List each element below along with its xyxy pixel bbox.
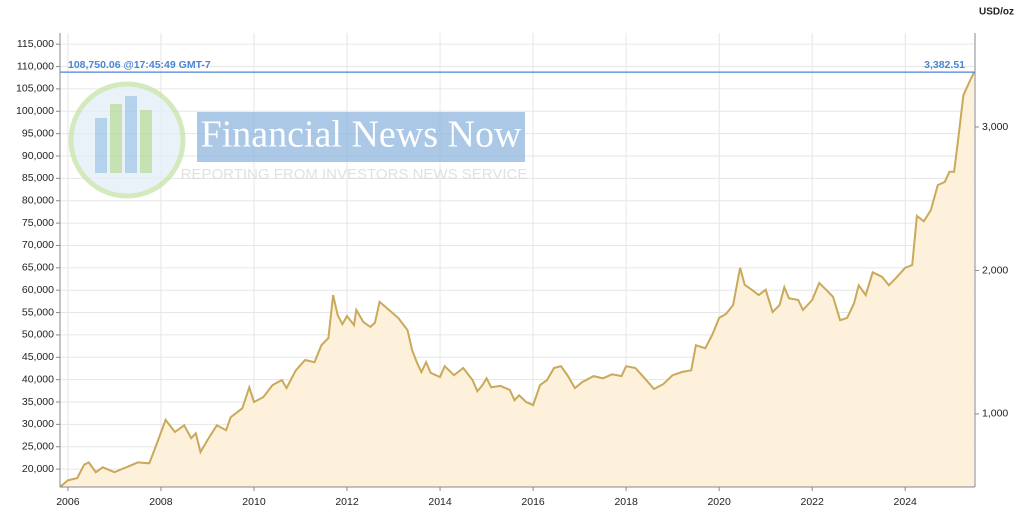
x-tick-label: 2016: [521, 496, 545, 508]
series: 108,750.06 @17:45:49 GMT-7 3,382.51: [59, 59, 976, 488]
axes: 20,000 25,000 30,000 35,000 40,000 45,000 50,0…: [16, 33, 1008, 508]
x-tick-label: 2008: [149, 496, 173, 508]
x-tick-label: 2006: [56, 496, 80, 508]
watermark-subtitle: REPORTING FROM INVESTORS NEWS SERVICE: [181, 166, 528, 183]
x-tick-label: 2024: [894, 496, 918, 508]
area-fill: [60, 72, 975, 487]
y-tick-label: 100,000: [16, 105, 54, 117]
y2-tick-label: 3,000: [982, 121, 1008, 133]
y-tick-label: 95,000: [22, 127, 54, 139]
y-tick-label: 60,000: [22, 284, 54, 296]
x-tick-label: 2020: [707, 496, 731, 508]
y-tick-label: 40,000: [22, 373, 54, 385]
line: [59, 71, 976, 488]
watermark-title: Financial News Now: [201, 114, 522, 156]
x-tick-label: 2018: [614, 496, 638, 508]
y-tick-label: 65,000: [22, 262, 54, 274]
y-tick-label: 80,000: [22, 195, 54, 207]
y-tick-label: 25,000: [22, 441, 54, 453]
logo-bar: [125, 96, 137, 173]
y2-tick-label: 1,000: [982, 408, 1008, 420]
y-tick-label: 30,000: [22, 418, 54, 430]
y-tick-label: 45,000: [22, 351, 54, 363]
logo-banner: [197, 112, 525, 162]
y-tick-label: 70,000: [22, 239, 54, 251]
y-tick-label: 20,000: [22, 463, 54, 475]
current-price-label: 108,750.06 @17:45:49 GMT-7: [68, 59, 211, 71]
y-tick-label: 90,000: [22, 150, 54, 162]
x-tick-label: 2014: [428, 496, 452, 508]
x-tick-label: 2010: [242, 496, 266, 508]
current-price-y2-label: 3,382.51: [924, 59, 965, 71]
x-tick-label: 2012: [335, 496, 359, 508]
y-tick-label: 75,000: [22, 217, 54, 229]
y-tick-label: 110,000: [17, 60, 54, 72]
x-tick-label: 2022: [801, 496, 825, 508]
watermark: Financial News Now REPORTING FROM INVEST…: [68, 81, 528, 199]
y-tick-label: 105,000: [16, 83, 54, 95]
y-tick-label: 50,000: [22, 329, 54, 341]
logo-bar: [140, 110, 152, 173]
logo-bar: [110, 104, 122, 173]
y2-tick-label: 2,000: [982, 264, 1008, 276]
y-tick-label: 35,000: [22, 396, 54, 408]
y-tick-label: 115,000: [17, 38, 54, 50]
y-tick-label: 55,000: [22, 306, 54, 318]
logo-bar: [95, 118, 107, 173]
y2-axis-label: USD/oz: [979, 7, 1014, 18]
y-tick-label: 85,000: [22, 172, 54, 184]
